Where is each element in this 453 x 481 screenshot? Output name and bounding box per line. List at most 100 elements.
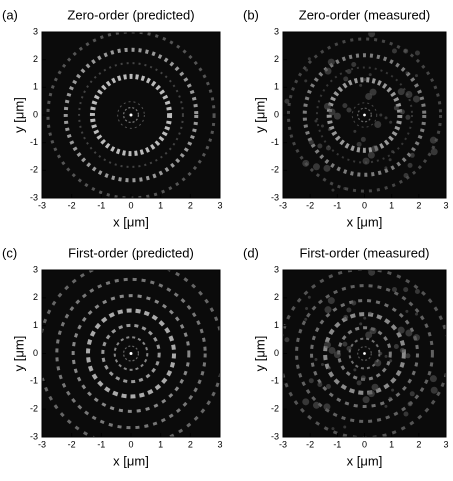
speckle: [360, 375, 366, 381]
x-tick-label: -3: [279, 200, 287, 210]
speckle: [304, 79, 308, 83]
x-tick-label: 1: [158, 200, 163, 210]
panel-label: (d): [243, 245, 259, 260]
speckle: [393, 344, 399, 350]
speckle: [342, 341, 348, 347]
image-content: [283, 270, 446, 437]
panel-title: First-order (predicted): [68, 245, 194, 260]
x-tick-label: 2: [416, 200, 421, 210]
speckle: [389, 359, 393, 363]
speckle: [327, 58, 335, 66]
speckle: [323, 102, 331, 110]
y-tick-label: 1: [33, 82, 38, 92]
image-content: [42, 270, 220, 437]
speckle: [302, 159, 310, 167]
y-tick-label: -2: [30, 165, 38, 175]
speckle: [389, 120, 393, 124]
y-axis-label: y [μm]: [252, 97, 267, 133]
intensity-image: [282, 269, 447, 438]
y-tick-label: 1: [33, 320, 38, 330]
x-tick-label: -3: [38, 200, 46, 210]
speckle: [363, 78, 367, 82]
speckle: [412, 95, 420, 103]
ring: [55, 277, 207, 430]
speckle: [405, 91, 413, 99]
image-content: [42, 32, 220, 198]
speckle: [307, 57, 311, 61]
ring: [63, 47, 199, 183]
speckle: [374, 120, 382, 128]
speckle: [405, 309, 409, 313]
speckle: [403, 411, 409, 417]
speckle: [323, 403, 331, 411]
speckle: [403, 48, 409, 54]
speckle: [359, 83, 363, 87]
speckle: [362, 396, 370, 404]
speckle: [343, 314, 349, 320]
speckle: [379, 113, 383, 117]
ring: [326, 77, 403, 153]
speckle: [384, 166, 388, 170]
speckle: [308, 139, 314, 145]
speckle: [353, 368, 357, 372]
core-dot: [129, 352, 133, 355]
core-dot: [129, 113, 133, 117]
ring: [357, 107, 372, 123]
x-axis-label: x [μm]: [347, 453, 383, 468]
speckle: [407, 401, 413, 407]
panel-label: (a): [2, 7, 18, 22]
x-tick-label: -2: [68, 439, 76, 449]
x-tick-label: -1: [333, 439, 341, 449]
ring: [302, 53, 427, 177]
speckle: [343, 76, 349, 82]
ring: [78, 62, 184, 168]
speckle: [342, 103, 348, 109]
speckle: [414, 50, 420, 56]
speckle: [391, 150, 395, 154]
speckle: [356, 380, 362, 386]
speckle: [384, 116, 388, 120]
y-tick-label: -1: [271, 137, 279, 147]
y-tick-label: -3: [271, 192, 279, 202]
speckle: [399, 347, 405, 353]
x-axis-label: x [μm]: [347, 214, 383, 229]
y-tick-label: 1: [274, 320, 279, 330]
ring: [315, 66, 414, 164]
speckle: [405, 71, 409, 75]
speckle: [325, 145, 331, 151]
intensity-image: [41, 31, 221, 199]
x-tick-label: -1: [97, 439, 105, 449]
speckle: [367, 390, 375, 398]
speckle: [393, 105, 399, 111]
speckle: [388, 396, 392, 400]
core-dot: [363, 352, 366, 355]
speckle: [317, 381, 323, 387]
speckle: [368, 311, 372, 315]
speckle: [312, 163, 320, 171]
speckle: [430, 386, 438, 394]
speckle: [304, 317, 308, 321]
speckle: [346, 307, 352, 313]
speckle: [353, 129, 357, 133]
speckle: [391, 287, 397, 293]
speckle: [397, 326, 405, 334]
speckle: [312, 401, 320, 409]
speckle: [324, 306, 332, 314]
x-tick-label: -2: [306, 439, 314, 449]
speckle: [343, 425, 347, 429]
speckle: [305, 68, 309, 72]
ring: [117, 101, 145, 129]
speckle: [325, 384, 331, 390]
speckle: [371, 145, 379, 153]
speckle: [327, 297, 335, 305]
y-tick-label: -3: [30, 431, 38, 441]
x-tick-label: 3: [443, 200, 448, 210]
y-tick-label: 2: [33, 292, 38, 302]
x-tick-label: -1: [333, 200, 341, 210]
speckle: [391, 48, 397, 54]
ring: [46, 32, 216, 198]
speckle: [369, 327, 377, 335]
x-axis-label: x [μm]: [113, 453, 149, 468]
speckle: [365, 92, 373, 100]
speckle: [359, 322, 363, 326]
